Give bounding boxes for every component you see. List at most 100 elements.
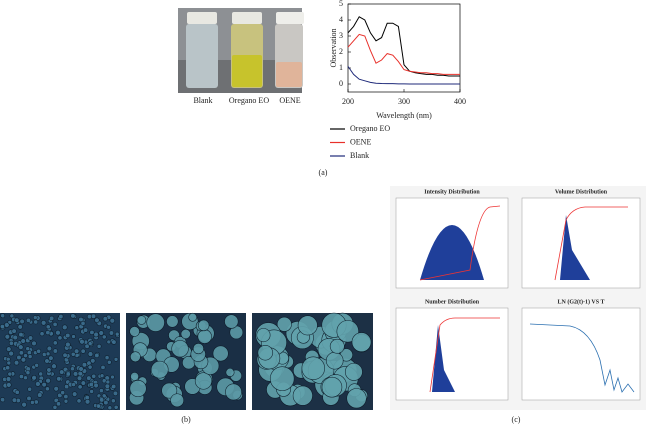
droplet	[86, 375, 92, 381]
droplet	[52, 404, 58, 410]
droplet	[292, 385, 313, 406]
y-tick-label: 3	[339, 31, 343, 40]
droplet	[166, 315, 179, 328]
droplet	[325, 351, 344, 370]
droplet	[99, 373, 105, 379]
droplet	[76, 375, 83, 382]
droplet	[129, 351, 141, 363]
droplet	[65, 341, 71, 348]
droplet	[130, 372, 139, 381]
droplet	[80, 320, 86, 326]
droplet	[87, 351, 94, 357]
micrographs	[0, 312, 373, 411]
droplet	[44, 386, 50, 392]
droplet	[88, 381, 94, 387]
droplet	[52, 340, 58, 346]
x-tick-label: 300	[398, 97, 410, 106]
droplet	[103, 400, 109, 406]
droplet	[52, 321, 58, 327]
droplet	[52, 348, 58, 354]
droplet	[269, 366, 295, 391]
droplet	[33, 399, 39, 405]
droplet	[70, 313, 76, 319]
droplet	[99, 397, 105, 403]
droplet	[129, 326, 140, 337]
droplet	[93, 331, 99, 338]
droplet	[59, 369, 65, 375]
droplet	[188, 312, 198, 322]
droplet	[6, 360, 12, 366]
droplet	[180, 328, 191, 340]
droplet	[36, 348, 42, 354]
droplet	[5, 365, 11, 371]
droplet	[45, 330, 51, 336]
droplet	[129, 379, 147, 398]
droplet	[89, 329, 95, 335]
droplet	[301, 356, 325, 380]
droplet	[20, 338, 26, 344]
droplet	[89, 389, 94, 394]
dls-panels	[390, 186, 646, 410]
droplet	[73, 348, 80, 355]
droplet	[7, 371, 13, 377]
droplet	[197, 329, 212, 344]
droplet	[17, 324, 23, 330]
vial-label: Oregano EO	[229, 96, 269, 105]
droplet	[136, 315, 147, 325]
droplet	[0, 313, 6, 319]
droplet	[344, 362, 363, 381]
droplet	[93, 382, 99, 389]
droplet	[72, 371, 79, 377]
droplet	[351, 332, 372, 353]
droplet	[4, 334, 11, 340]
droplet	[65, 371, 71, 377]
droplet	[102, 316, 108, 322]
droplet	[110, 398, 116, 404]
droplet	[34, 363, 39, 368]
droplet	[25, 346, 31, 351]
droplet	[78, 366, 84, 372]
droplet	[336, 320, 359, 343]
x-tick-label: 400	[454, 97, 466, 106]
droplet	[111, 339, 117, 345]
dls-title: LN (G2(t)-1) VS T	[558, 298, 605, 305]
droplet	[63, 394, 69, 400]
droplet	[87, 364, 93, 370]
droplet	[321, 376, 343, 398]
droplet	[77, 384, 83, 390]
droplet	[18, 374, 24, 380]
panel-label: (a)	[319, 168, 328, 177]
droplet	[55, 329, 61, 336]
droplet	[11, 397, 18, 403]
droplet	[71, 334, 76, 339]
droplet	[49, 315, 55, 322]
droplet	[46, 367, 52, 373]
droplet	[106, 359, 112, 365]
droplet	[98, 388, 104, 394]
droplet	[80, 348, 86, 354]
droplet	[18, 331, 24, 338]
droplet	[71, 391, 78, 397]
droplet	[58, 313, 64, 319]
droplet	[346, 388, 367, 409]
series-line	[347, 33, 460, 75]
droplet	[6, 382, 12, 388]
droplet	[53, 386, 59, 392]
y-tick-label: 0	[339, 79, 343, 88]
panel-label: (c)	[512, 415, 521, 424]
droplet	[90, 313, 97, 319]
droplet	[76, 398, 82, 404]
droplet	[104, 355, 110, 361]
droplet	[297, 315, 318, 336]
droplet	[81, 362, 88, 368]
droplet	[19, 318, 25, 325]
droplet	[56, 376, 62, 382]
droplet	[224, 314, 239, 329]
dls-title: Number Distribution	[425, 299, 480, 305]
droplet	[70, 351, 76, 357]
droplet	[79, 338, 85, 345]
droplet	[257, 344, 274, 361]
droplet	[26, 395, 32, 401]
droplet	[45, 351, 51, 357]
droplet	[18, 350, 24, 356]
